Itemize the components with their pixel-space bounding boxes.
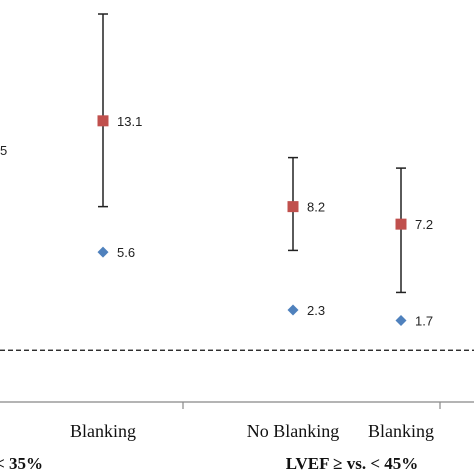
diamond-marker: [97, 246, 109, 258]
category-label: Blanking: [70, 421, 136, 441]
data-label: 2.3: [307, 303, 325, 318]
markers: [97, 115, 407, 326]
data-label: 1.7: [415, 313, 433, 328]
labels: ngBlankingNo BlankingBlankings. < 35%LVE…: [0, 114, 434, 473]
group-label: s. < 35%: [0, 454, 43, 473]
data-label: 5.6: [117, 245, 135, 260]
square-marker: [287, 201, 299, 213]
data-label: 5: [0, 143, 7, 158]
group-label: LVEF ≥ vs. < 45%: [286, 454, 419, 473]
square-marker: [97, 115, 109, 127]
data-label: 7.2: [415, 217, 433, 232]
diamond-marker: [395, 314, 407, 326]
square-marker: [395, 218, 407, 230]
category-label: No Blanking: [247, 421, 340, 441]
diamond-marker: [287, 304, 299, 316]
axes: [0, 349, 474, 409]
data-label: 13.1: [117, 114, 142, 129]
error-bars: [98, 13, 406, 294]
category-label: Blanking: [368, 421, 434, 441]
data-label: 8.2: [307, 200, 325, 215]
